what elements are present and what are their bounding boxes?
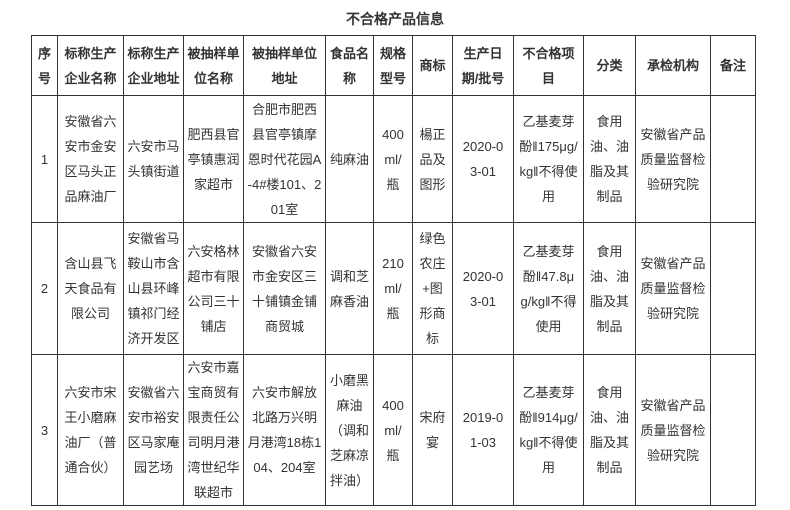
cell-production-date: 2020-03-01 xyxy=(452,95,514,223)
cell-producer-name: 安徽省六安市金安区马头正品麻油厂 xyxy=(57,95,124,223)
cell-spec: 400ml/瓶 xyxy=(373,354,413,506)
cell-remarks xyxy=(710,354,756,506)
cell-inspection-agency: 安徽省产品质量监督检验研究院 xyxy=(635,222,711,355)
header-row: 序号 标称生产企业名称 标称生产企业地址 被抽样单位名称 被抽样单位地址 食品名… xyxy=(31,35,756,96)
header-cell-spec: 规格型号 xyxy=(373,35,413,96)
cell-food-name: 调和芝麻香油 xyxy=(325,222,374,355)
header-cell-producer-name: 标称生产企业名称 xyxy=(57,35,124,96)
cell-category: 食用油、油脂及其制品 xyxy=(583,354,636,506)
cell-index: 3 xyxy=(31,354,58,506)
cell-sampled-unit-address: 安徽省六安市金安区三十铺镇金铺商贸城 xyxy=(243,222,326,355)
table-row: 3 六安市宋王小磨麻油厂（普通合伙） 安徽省六安市裕安区马家庵园艺场 六安市嘉宝… xyxy=(31,354,756,506)
cell-inspection-agency: 安徽省产品质量监督检验研究院 xyxy=(635,354,711,506)
cell-trademark: 绿色农庄+图形商标 xyxy=(412,222,453,355)
cell-trademark: 宋府宴 xyxy=(412,354,453,506)
header-cell-food-name: 食品名称 xyxy=(325,35,374,96)
cell-failed-item: 乙基麦芽酚‖47.8μg/kg‖不得使用 xyxy=(513,222,584,355)
cell-category: 食用油、油脂及其制品 xyxy=(583,222,636,355)
cell-trademark: 楊正品及图形 xyxy=(412,95,453,223)
header-cell-inspection-agency: 承检机构 xyxy=(635,35,711,96)
header-cell-production-date: 生产日期/批号 xyxy=(452,35,514,96)
cell-producer-address: 六安市马头镇街道 xyxy=(123,95,184,223)
cell-remarks xyxy=(710,95,756,223)
defective-products-table: 序号 标称生产企业名称 标称生产企业地址 被抽样单位名称 被抽样单位地址 食品名… xyxy=(31,35,756,506)
cell-producer-name: 含山县飞天食品有限公司 xyxy=(57,222,124,355)
cell-sampled-unit-address: 合肥市肥西县官亭镇摩恩时代花园A-4#楼101、201室 xyxy=(243,95,326,223)
cell-spec: 210ml/瓶 xyxy=(373,222,413,355)
cell-sampled-unit-address: 六安市解放北路万兴明月港湾18栋104、204室 xyxy=(243,354,326,506)
header-cell-remarks: 备注 xyxy=(710,35,756,96)
table-row: 2 含山县飞天食品有限公司 安徽省马鞍山市含山县环峰镇祁门经济开发区 六安格林超… xyxy=(31,222,756,355)
cell-sampled-unit-name: 六安格林超市有限公司三十铺店 xyxy=(183,222,244,355)
header-cell-producer-address: 标称生产企业地址 xyxy=(123,35,184,96)
header-cell-category: 分类 xyxy=(583,35,636,96)
cell-production-date: 2019-01-03 xyxy=(452,354,514,506)
cell-category: 食用油、油脂及其制品 xyxy=(583,95,636,223)
page-title: 不合格产品信息 xyxy=(346,11,444,27)
cell-production-date: 2020-03-01 xyxy=(452,222,514,355)
cell-sampled-unit-name: 六安市嘉宝商贸有限责任公司明月港湾世纪华联超市 xyxy=(183,354,244,506)
cell-producer-name: 六安市宋王小磨麻油厂（普通合伙） xyxy=(57,354,124,506)
cell-producer-address: 安徽省六安市裕安区马家庵园艺场 xyxy=(123,354,184,506)
cell-food-name: 小磨黑麻油（调和芝麻凉拌油） xyxy=(325,354,374,506)
table-row: 1 安徽省六安市金安区马头正品麻油厂 六安市马头镇街道 肥西县官亭镇惠润家超市 … xyxy=(31,95,756,223)
cell-failed-item: 乙基麦芽酚‖175μg/kg‖不得使用 xyxy=(513,95,584,223)
cell-inspection-agency: 安徽省产品质量监督检验研究院 xyxy=(635,95,711,223)
header-cell-failed-item: 不合格项目 xyxy=(513,35,584,96)
cell-index: 1 xyxy=(31,95,58,223)
cell-index: 2 xyxy=(31,222,58,355)
cell-remarks xyxy=(710,222,756,355)
header-cell-trademark: 商标 xyxy=(412,35,453,96)
cell-producer-address: 安徽省马鞍山市含山县环峰镇祁门经济开发区 xyxy=(123,222,184,355)
cell-spec: 400ml/瓶 xyxy=(373,95,413,223)
header-cell-sampled-unit-name: 被抽样单位名称 xyxy=(183,35,244,96)
header-cell-sampled-unit-address: 被抽样单位地址 xyxy=(243,35,326,96)
header-cell-index: 序号 xyxy=(31,35,58,96)
cell-sampled-unit-name: 肥西县官亭镇惠润家超市 xyxy=(183,95,244,223)
cell-food-name: 纯麻油 xyxy=(325,95,374,223)
cell-failed-item: 乙基麦芽酚‖914μg/kg‖不得使用 xyxy=(513,354,584,506)
